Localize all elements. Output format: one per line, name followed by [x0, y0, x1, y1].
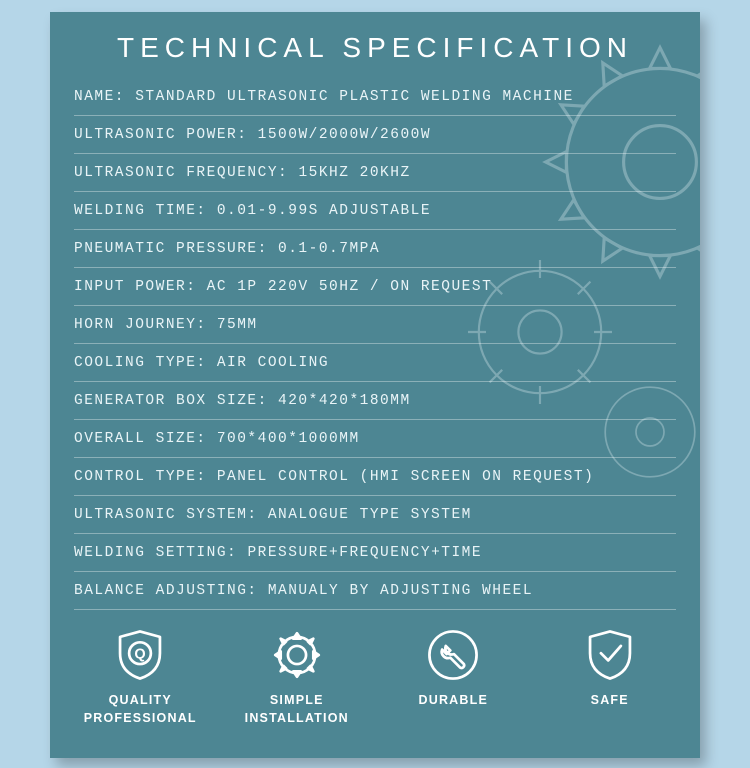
spec-value: PANEL CONTROL (HMI SCREEN ON REQUEST)	[217, 469, 594, 485]
spec-label: ULTRASONIC SYSTEM:	[74, 507, 268, 523]
spec-label: NAME:	[74, 89, 135, 105]
feature-item: DURABLE	[375, 626, 532, 727]
spec-row: NAME: STANDARD ULTRASONIC PLASTIC WELDIN…	[74, 78, 676, 116]
spec-row: CONTROL TYPE: PANEL CONTROL (HMI SCREEN …	[74, 458, 676, 496]
feature-row: Q QUALITYPROFESSIONAL SIMPLEINSTALLATION DU…	[50, 610, 700, 727]
spec-label: CONTROL TYPE:	[74, 469, 217, 485]
spec-label: BALANCE ADJUSTING:	[74, 583, 268, 599]
spec-row: OVERALL SIZE: 700*400*1000MM	[74, 420, 676, 458]
spec-row: BALANCE ADJUSTING: MANUALY BY ADJUSTING …	[74, 572, 676, 610]
spec-label: GENERATOR BOX SIZE:	[74, 393, 278, 409]
spec-list: NAME: STANDARD ULTRASONIC PLASTIC WELDIN…	[50, 78, 700, 610]
spec-label: ULTRASONIC POWER:	[74, 127, 258, 143]
svg-text:Q: Q	[135, 647, 146, 663]
spec-value: AIR COOLING	[217, 355, 329, 371]
spec-row: GENERATOR BOX SIZE: 420*420*180MM	[74, 382, 676, 420]
feature-caption: SAFE	[591, 692, 629, 710]
spec-row: WELDING TIME: 0.01-9.99S ADJUSTABLE	[74, 192, 676, 230]
spec-label: HORN JOURNEY:	[74, 317, 217, 333]
gear-icon	[268, 626, 326, 684]
spec-value: ANALOGUE TYPE SYSTEM	[268, 507, 472, 523]
feature-item: SIMPLEINSTALLATION	[219, 626, 376, 727]
spec-row: HORN JOURNEY: 75MM	[74, 306, 676, 344]
spec-label: COOLING TYPE:	[74, 355, 217, 371]
feature-caption: QUALITYPROFESSIONAL	[84, 692, 197, 727]
spec-value: AC 1P 220V 50HZ / ON REQUEST	[207, 279, 493, 295]
spec-label: PNEUMATIC PRESSURE:	[74, 241, 278, 257]
spec-value: 700*400*1000MM	[217, 431, 360, 447]
spec-label: ULTRASONIC FREQUENCY:	[74, 165, 298, 181]
spec-value: MANUALY BY ADJUSTING WHEEL	[268, 583, 533, 599]
spec-value: 15KHZ 20KHZ	[298, 165, 410, 181]
feature-item: Q QUALITYPROFESSIONAL	[62, 626, 219, 727]
spec-label: OVERALL SIZE:	[74, 431, 217, 447]
spec-label: INPUT POWER:	[74, 279, 207, 295]
shield-check-icon	[581, 626, 639, 684]
spec-value: 0.01-9.99S ADJUSTABLE	[217, 203, 431, 219]
spec-row: WELDING SETTING: PRESSURE+FREQUENCY+TIME	[74, 534, 676, 572]
spec-row: COOLING TYPE: AIR COOLING	[74, 344, 676, 382]
spec-row: ULTRASONIC SYSTEM: ANALOGUE TYPE SYSTEM	[74, 496, 676, 534]
spec-value: 1500W/2000W/2600W	[258, 127, 431, 143]
spec-label: WELDING TIME:	[74, 203, 217, 219]
spec-row: INPUT POWER: AC 1P 220V 50HZ / ON REQUES…	[74, 268, 676, 306]
spec-value: 0.1-0.7MPA	[278, 241, 380, 257]
spec-value: STANDARD ULTRASONIC PLASTIC WELDING MACH…	[135, 89, 574, 105]
spec-value: 420*420*180MM	[278, 393, 411, 409]
wrench-circle-icon	[424, 626, 482, 684]
spec-value: 75MM	[217, 317, 258, 333]
spec-card: TECHNICAL SPECIFICATION NAME: STANDARD U…	[50, 12, 700, 758]
feature-item: SAFE	[532, 626, 689, 727]
quality-shield-icon: Q	[111, 626, 169, 684]
spec-row: ULTRASONIC POWER: 1500W/2000W/2600W	[74, 116, 676, 154]
spec-row: PNEUMATIC PRESSURE: 0.1-0.7MPA	[74, 230, 676, 268]
spec-value: PRESSURE+FREQUENCY+TIME	[247, 545, 482, 561]
feature-caption: DURABLE	[418, 692, 488, 710]
feature-caption: SIMPLEINSTALLATION	[245, 692, 349, 727]
spec-label: WELDING SETTING:	[74, 545, 247, 561]
spec-row: ULTRASONIC FREQUENCY: 15KHZ 20KHZ	[74, 154, 676, 192]
